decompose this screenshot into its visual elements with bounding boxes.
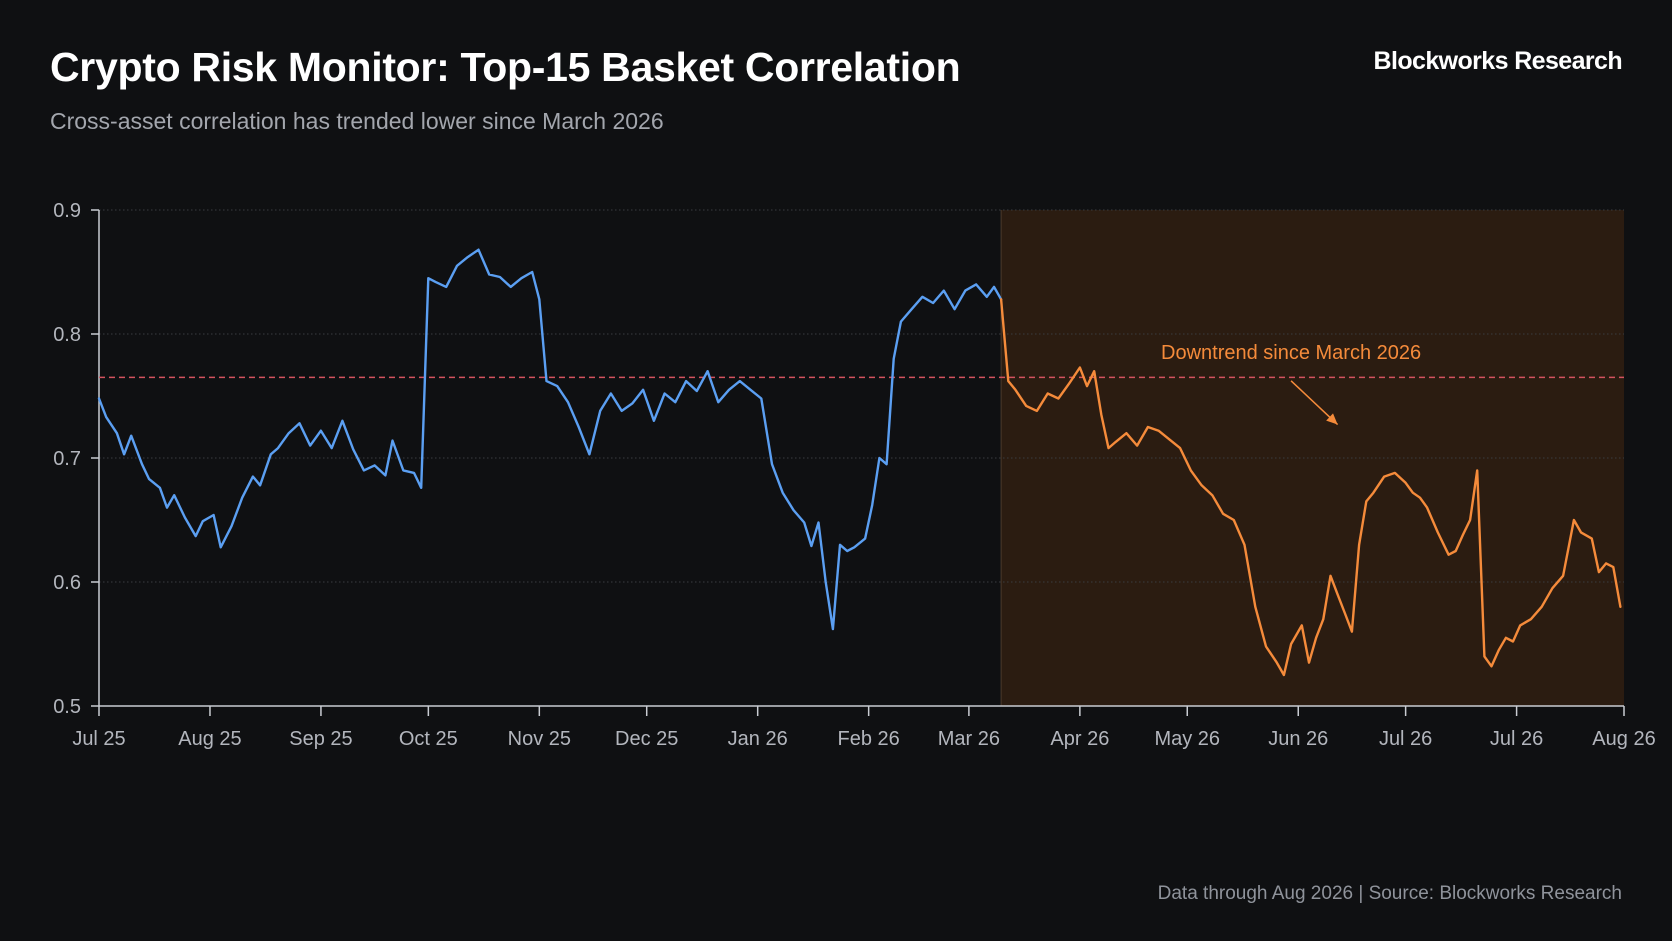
x-tick-label: Jan 26 xyxy=(728,728,788,750)
chart-title: Crypto Risk Monitor: Top-15 Basket Corre… xyxy=(50,44,961,90)
series-line-since-march-2026 xyxy=(999,298,1622,677)
x-tick-label: Aug 26 xyxy=(1592,728,1655,750)
x-tick-label: Aug 25 xyxy=(178,728,241,750)
x-tick-label: Apr 26 xyxy=(1050,728,1109,750)
brand-logo: Blockworks Research xyxy=(1373,47,1623,75)
x-tick-label: Nov 25 xyxy=(508,728,571,750)
y-tick-label: 0.6 xyxy=(53,572,81,594)
annotation-layer: Downtrend since March 2026 xyxy=(1161,342,1421,426)
chart-subtitle: Cross-asset correlation has trended lowe… xyxy=(50,108,664,134)
highlight-region xyxy=(1001,210,1624,706)
annotation-text: Downtrend since March 2026 xyxy=(1161,342,1421,364)
x-tick-label: Jun 26 xyxy=(1268,728,1328,750)
x-tick-label: Oct 25 xyxy=(399,728,458,750)
x-tick-label: May 26 xyxy=(1154,728,1220,750)
y-tick-label: 0.9 xyxy=(53,200,81,222)
axis-layer: 0.5 0.6 0.7 0.8 0.9 Jul 25 Aug 25 Sep 25 Oct 25 N… xyxy=(53,200,1656,750)
x-tick-label: Mar 26 xyxy=(938,728,1000,750)
x-tick-label: Dec 25 xyxy=(615,728,678,750)
x-tick-label: Jul 25 xyxy=(72,728,125,750)
chart-background-layer xyxy=(1000,210,1624,706)
x-tick-label: Sep 25 xyxy=(289,728,352,750)
x-tick-label: Jul 26 xyxy=(1379,728,1432,750)
x-tick-label: Jul 26 xyxy=(1490,728,1543,750)
x-tick-label: Feb 26 xyxy=(838,728,900,750)
annotation-arrow-head xyxy=(1326,413,1338,425)
y-tick-label: 0.7 xyxy=(53,448,81,470)
source-note: Data through Aug 2026 | Source: Blockwor… xyxy=(1157,883,1622,904)
y-tick-label: 0.5 xyxy=(53,696,81,718)
y-tick-label: 0.8 xyxy=(53,324,81,346)
series-line-before-march-2026 xyxy=(97,248,1003,631)
series-layer xyxy=(97,248,1622,677)
